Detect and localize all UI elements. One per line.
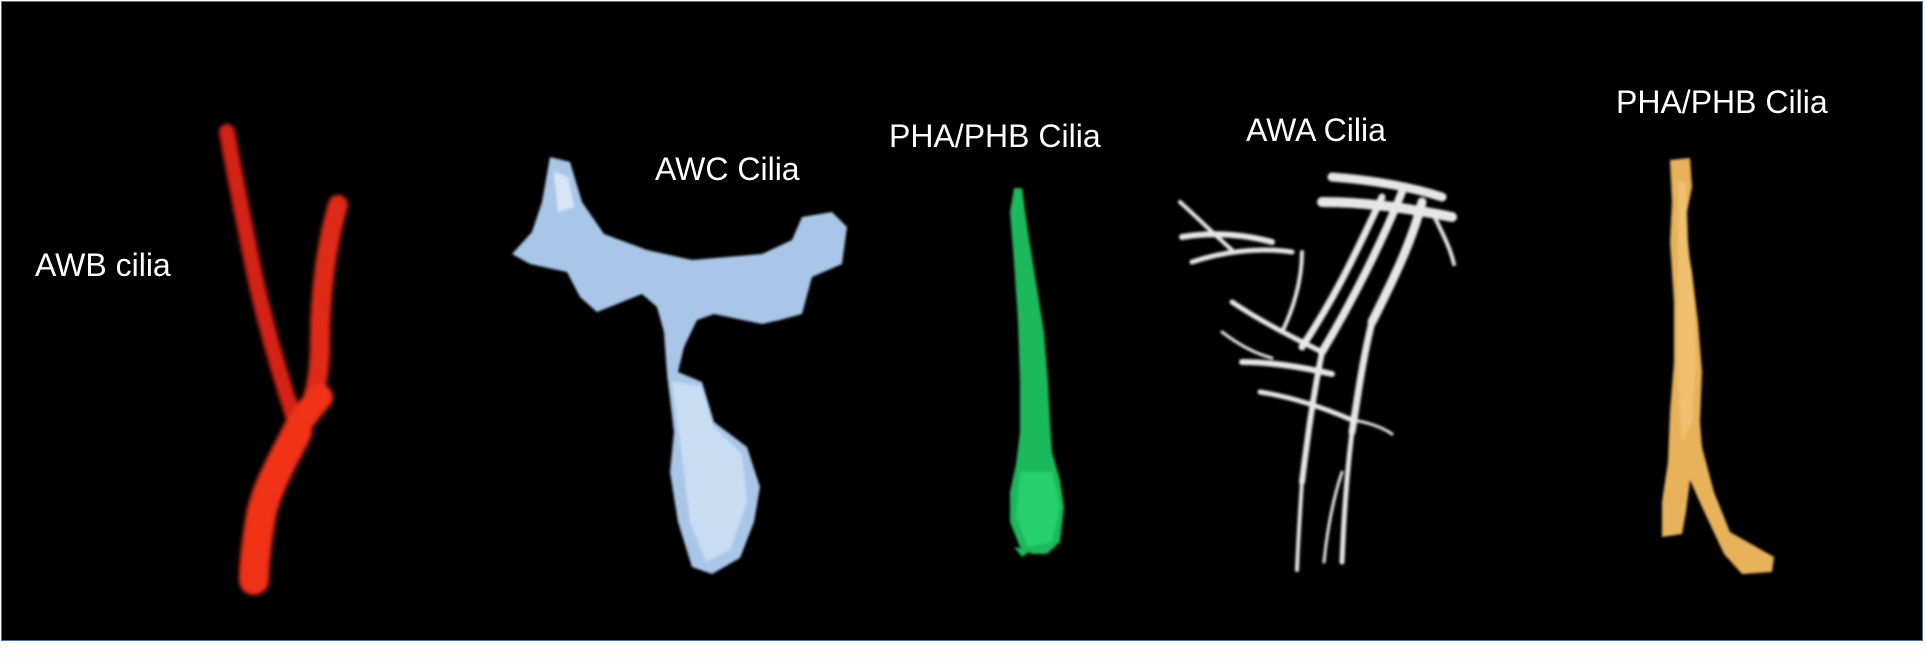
micrograph-panel: AWB cilia AWC Cilia PHA/PHB Cilia AWA Ci… (1, 1, 1923, 641)
awb-cilia-label: AWB cilia (35, 247, 171, 283)
awa-cilia-shape (1178, 172, 1457, 572)
awc-cilia-shape (512, 157, 847, 574)
awb-cilia-shape (219, 124, 348, 595)
pha-phb-green-cilia-shape (1010, 188, 1064, 557)
awc-cilia-label: AWC Cilia (655, 151, 800, 187)
awa-cilia-label: AWA Cilia (1246, 112, 1386, 148)
pha-phb-green-cilia-label: PHA/PHB Cilia (889, 118, 1101, 154)
pha-phb-yellow-cilia-shape (1662, 158, 1774, 574)
pha-phb-yellow-cilia-label: PHA/PHB Cilia (1616, 84, 1828, 120)
cilia-illustrations (219, 124, 1774, 595)
